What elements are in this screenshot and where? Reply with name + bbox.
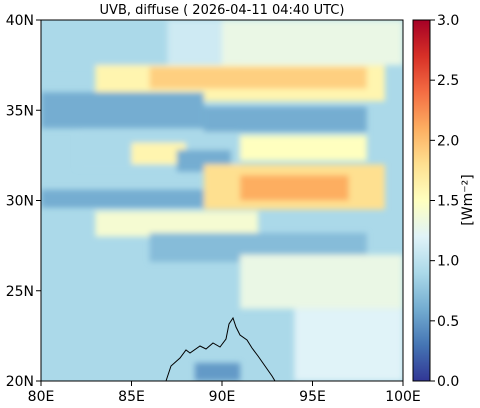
y-tick-label: 25N (6, 284, 34, 300)
y-tick-label: 20N (6, 374, 34, 390)
heatmap-region-15 (95, 211, 259, 237)
x-tick-label: 100E (385, 389, 421, 405)
x-tick-label: 90E (209, 389, 236, 405)
heatmap-region-9 (131, 142, 186, 165)
colorbar-tick-label: 2.5 (437, 73, 459, 89)
colorbar-tick-label: 0.0 (437, 374, 459, 390)
heatmap-region-11 (240, 135, 367, 161)
heatmap-region-1 (41, 20, 168, 66)
x-tick-label: 80E (28, 389, 55, 405)
colorbar-tick-label: 0.5 (437, 314, 459, 330)
x-tick-label: 95E (299, 389, 326, 405)
x-tick-label: 85E (118, 389, 145, 405)
heatmap-region-18 (294, 308, 403, 381)
colorbar-scale (412, 19, 431, 382)
y-tick-label: 30N (6, 194, 34, 210)
heatmap-region-7 (203, 106, 367, 132)
heatmap-region-3 (222, 20, 403, 66)
colorbar-tick-label: 1.5 (437, 194, 459, 210)
colorbar: 0.0 0.5 1.0 1.5 2.0 2.5 3.0 [Wm⁻²] (412, 13, 476, 390)
colorbar-tick-label: 1.0 (437, 254, 459, 270)
colorbar-tick-label: 2.0 (437, 133, 459, 149)
y-tick-label: 35N (6, 103, 34, 119)
colorbar-label: [Wm⁻²] (460, 174, 476, 225)
heatmap-region-5 (149, 66, 367, 89)
heatmap-region-14 (41, 189, 204, 208)
heatmap-regions (41, 20, 403, 381)
y-tick-label: 40N (6, 13, 34, 29)
heatmap-field (41, 20, 403, 381)
x-axis: 80E 85E 90E 95E 100E (28, 381, 421, 405)
colorbar-tick-label: 3.0 (437, 13, 459, 29)
heatmap-region-17 (240, 254, 403, 309)
heatmap-region-19 (194, 362, 241, 381)
y-axis: 20N 25N 30N 35N 40N (6, 13, 41, 390)
coastline (165, 316, 276, 381)
chart-title: UVB, diffuse ( 2026-04-11 04:40 UTC) (100, 3, 345, 18)
heatmap-region-6 (41, 92, 204, 129)
colorbar-ticks: 0.0 0.5 1.0 1.5 2.0 2.5 3.0 (430, 13, 459, 390)
heatmap-region-13 (240, 175, 349, 201)
